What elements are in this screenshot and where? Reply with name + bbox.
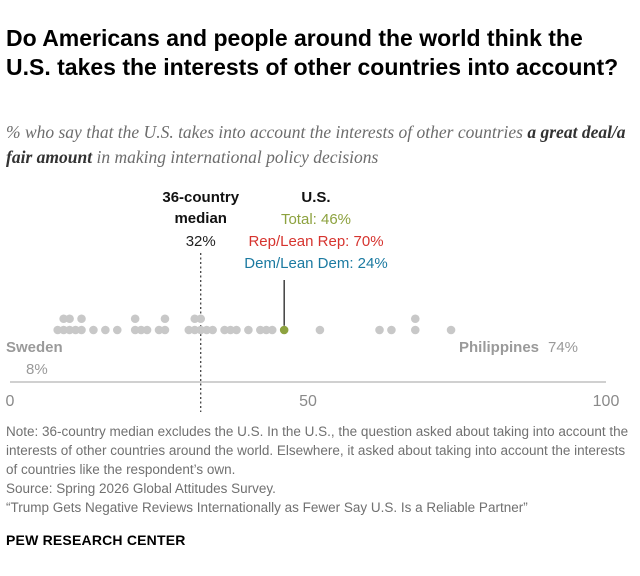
country-dot xyxy=(142,325,152,335)
subtitle-pre: % who say that the U.S. takes into accou… xyxy=(6,122,523,142)
country-dot xyxy=(446,325,456,335)
country-dot xyxy=(112,325,122,335)
annotation-value-label: 74% xyxy=(548,339,578,356)
country-dot xyxy=(136,325,146,335)
country-dot xyxy=(202,325,211,335)
country-dot xyxy=(160,314,170,324)
median-label-line1: 36-country xyxy=(162,189,239,206)
us-total-dot xyxy=(279,325,289,335)
annotation-country-label: Philippines xyxy=(459,339,539,356)
x-tick-label: 50 xyxy=(299,393,317,410)
country-dot xyxy=(375,325,384,335)
subtitle-bold: a great deal/a fair amount xyxy=(6,122,626,167)
report-title: “Trump Gets Negative Reviews Internation… xyxy=(6,500,528,515)
country-dot xyxy=(410,325,420,335)
country-dot xyxy=(196,325,206,335)
brand-logo-text: PEW RESEARCH CENTER xyxy=(6,532,186,548)
median-value-label: 32% xyxy=(186,233,216,250)
us-series-label: Total: 46% xyxy=(281,211,351,228)
country-dot xyxy=(130,325,140,335)
country-dot xyxy=(65,314,74,324)
us-label: U.S. xyxy=(301,189,330,206)
country-dot xyxy=(101,325,110,335)
country-dot xyxy=(71,325,80,335)
country-dot xyxy=(220,325,229,335)
us-series-label: Dem/Lean Dem: 24% xyxy=(244,255,387,272)
country-dot xyxy=(53,325,62,335)
country-dot xyxy=(256,325,265,335)
country-dot xyxy=(65,325,74,335)
country-dot xyxy=(190,314,200,324)
country-dot xyxy=(208,325,217,335)
country-dot xyxy=(232,325,241,335)
annotation-value-label: 8% xyxy=(26,361,48,378)
country-dot xyxy=(267,325,277,335)
country-dot xyxy=(244,325,253,335)
dot-plot-chart: 0 50 100 36-country median 32% U.S. Total: 46% R… xyxy=(6,189,620,412)
country-dot xyxy=(410,314,420,324)
country-dot xyxy=(130,314,140,324)
country-dot xyxy=(190,325,200,335)
country-dot xyxy=(184,325,194,335)
country-dot xyxy=(160,325,170,335)
country-dot xyxy=(387,325,396,335)
country-dot xyxy=(59,325,68,335)
annotation-country-label: Sweden xyxy=(6,339,63,356)
note-text: Note: 36-country median excludes the U.S… xyxy=(6,424,629,477)
us-series-label: Rep/Lean Rep: 70% xyxy=(248,233,383,250)
country-dot xyxy=(315,325,325,335)
country-dot xyxy=(261,325,271,335)
source-text: Source: Spring 2026 Global Attitudes Sur… xyxy=(6,481,276,496)
x-tick-label: 100 xyxy=(593,393,620,410)
x-tick-label: 0 xyxy=(6,393,15,410)
country-dot xyxy=(77,314,86,324)
notes-block: Note: 36-country median excludes the U.S… xyxy=(6,422,634,517)
page-title: Do Americans and people around the world… xyxy=(6,25,619,80)
median-label-line2: median xyxy=(174,210,227,227)
country-dot xyxy=(77,325,86,335)
subtitle-post: in making international policy decisions xyxy=(96,147,379,167)
country-dot xyxy=(226,325,235,335)
country-dot xyxy=(59,314,68,324)
country-dot xyxy=(89,325,98,335)
subtitle: % who say that the U.S. takes into accou… xyxy=(6,120,634,170)
country-dot xyxy=(196,314,206,324)
country-dot xyxy=(154,325,164,335)
